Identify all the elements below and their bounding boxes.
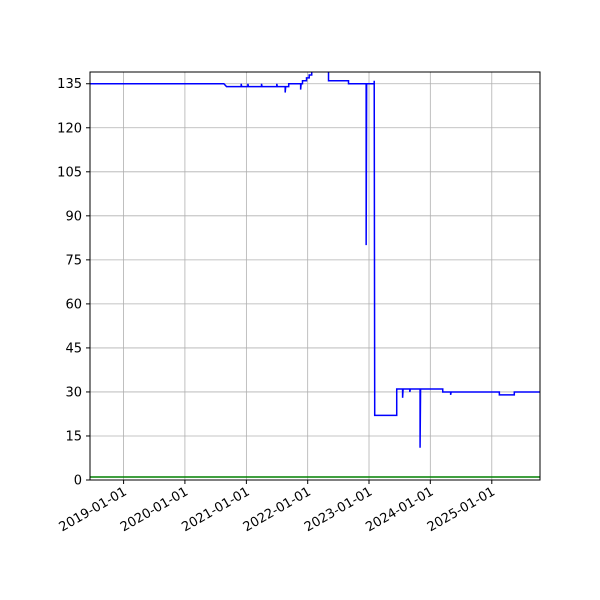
plot-frame	[89, 71, 541, 481]
series-line-0	[90, 72, 540, 448]
y-tick-label: 15	[65, 429, 82, 444]
y-tick-label: 120	[57, 121, 82, 136]
x-tick-label: 2020-01-01	[118, 484, 191, 535]
x-tick-label: 2024-01-01	[363, 484, 436, 535]
x-tick-label: 2023-01-01	[302, 484, 375, 535]
y-axis: 0 15 30 45 60 75 90 105 120 135	[57, 77, 90, 489]
x-tick-label: 2022-01-01	[241, 484, 314, 535]
x-tick-label: 2021-01-01	[179, 484, 252, 535]
grid	[90, 72, 540, 481]
y-tick-label: 45	[65, 341, 82, 356]
y-tick-label: 30	[65, 385, 82, 400]
x-tick-label: 2019-01-01	[57, 484, 130, 535]
y-tick-label: 90	[65, 209, 82, 224]
y-tick-label: 105	[57, 165, 82, 180]
y-tick-label: 135	[57, 77, 82, 92]
y-tick-label: 0	[74, 474, 82, 489]
x-axis: 2019-01-012020-01-012021-01-012022-01-01…	[57, 480, 498, 535]
y-tick-label: 60	[65, 297, 82, 312]
y-tick-label: 75	[65, 253, 82, 268]
data-series	[90, 72, 540, 478]
x-tick-label: 2025-01-01	[425, 484, 498, 535]
